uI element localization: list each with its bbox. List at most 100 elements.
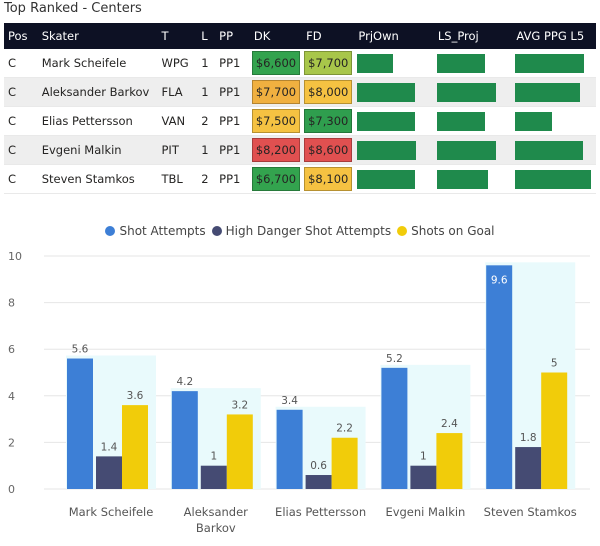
bar: [381, 367, 408, 489]
bar: [226, 414, 253, 489]
table-row[interactable]: C Steven Stamkos TBL 2 PP1 $6,700 $8,100: [4, 164, 596, 194]
ls-proj-bar: [436, 140, 497, 160]
table-row[interactable]: C Mark Scheifele WPG 1 PP1 $6,600 $7,700: [4, 49, 596, 78]
cell-pp: PP1: [215, 106, 250, 136]
cell-dk: $6,700: [249, 164, 303, 194]
dk-salary: $6,700: [251, 167, 301, 191]
cell-team: TBL: [157, 164, 198, 194]
prjown-bar: [357, 82, 415, 102]
data-label: 3.2: [231, 399, 248, 411]
avg-ppg-bar: [515, 169, 591, 189]
ls-proj-bar: [436, 169, 489, 189]
x-tick-label: Aleksander: [184, 505, 248, 519]
data-label: 2.4: [441, 418, 458, 430]
bar: [200, 465, 227, 489]
dk-salary: $7,700: [251, 80, 301, 104]
legend-dot-icon: [105, 226, 116, 236]
data-label: 5: [551, 358, 558, 370]
legend-item[interactable]: Shots on Goal: [397, 224, 495, 238]
cell-ls-proj: [433, 77, 513, 107]
bar: [67, 358, 93, 489]
cell-ls-proj: [433, 164, 513, 194]
header-team[interactable]: T: [157, 23, 198, 49]
avg-ppg-bar: [515, 53, 584, 73]
cell-team: VAN: [157, 106, 198, 136]
prjown-bar: [357, 140, 417, 160]
prjown-bar: [357, 53, 394, 73]
cell-prjown: [354, 106, 434, 136]
cell-pp: PP1: [215, 135, 250, 165]
cell-dk: $8,200: [249, 135, 303, 165]
avg-ppg-bar: [515, 140, 583, 160]
data-label: 1.8: [520, 432, 537, 444]
fd-salary: $8,000: [304, 80, 353, 104]
top-ranked-table: Pos Skater T L PP DK FD PrjOwn LS_Proj A…: [4, 23, 596, 194]
header-prjown[interactable]: PrjOwn: [354, 23, 434, 49]
data-label: 3.4: [281, 395, 298, 407]
header-pp[interactable]: PP: [215, 23, 250, 49]
fd-salary: $8,600: [304, 138, 353, 162]
cell-line: 1: [197, 135, 216, 165]
header-fd[interactable]: FD: [302, 23, 355, 49]
cell-line: 1: [197, 77, 216, 107]
y-tick-label: 10: [8, 250, 22, 263]
page-title: Top Ranked - Centers: [4, 1, 142, 16]
cell-pp: PP1: [215, 49, 250, 78]
data-label: 9.6: [491, 274, 508, 286]
avg-ppg-bar: [515, 111, 552, 131]
data-label: 0.6: [310, 460, 327, 472]
cell-fd: $7,300: [302, 106, 355, 136]
cell-ls-proj: [433, 106, 513, 136]
cell-prjown: [354, 164, 434, 194]
x-tick-label: Elias Pettersson: [275, 505, 366, 519]
fd-salary: $7,700: [304, 51, 353, 75]
header-avg-ppg[interactable]: AVG PPG L5: [512, 23, 596, 49]
cell-pp: PP1: [215, 164, 250, 194]
shots-bar-chart: 0 2 4 6 8 10 5.6 1.4 3.6 Mark Scheifele 4.2 1 3.2 Ale…: [8, 250, 590, 535]
legend-dot-icon: [397, 226, 408, 236]
table-header-row: Pos Skater T L PP DK FD PrjOwn LS_Proj A…: [4, 23, 596, 49]
fd-salary: $7,300: [304, 109, 353, 133]
bar: [436, 433, 463, 489]
cell-dk: $7,500: [249, 106, 303, 136]
cell-skater: Mark Scheifele: [37, 49, 158, 78]
header-skater[interactable]: Skater: [37, 23, 158, 49]
x-tick-label: Evgeni Malkin: [385, 505, 465, 519]
ls-proj-bar: [436, 53, 486, 73]
cell-line: 2: [197, 106, 216, 136]
data-label: 2.2: [336, 423, 353, 435]
legend-label: Shots on Goal: [411, 224, 495, 238]
bar: [96, 456, 122, 489]
cell-fd: $8,000: [302, 77, 355, 107]
x-tick-label: Steven Stamkos: [484, 505, 577, 519]
cell-ls-proj: [433, 49, 513, 78]
data-label: 5.2: [386, 353, 403, 365]
y-tick-label: 6: [8, 343, 15, 356]
header-ls-proj[interactable]: LS_Proj: [433, 23, 513, 49]
header-line[interactable]: L: [197, 23, 216, 49]
x-tick-label-line2: Barkov: [196, 521, 236, 535]
ls-proj-bar: [436, 82, 496, 102]
data-label: 4.2: [176, 376, 193, 388]
table-row[interactable]: C Elias Pettersson VAN 2 PP1 $7,500 $7,300: [4, 106, 596, 136]
header-dk[interactable]: DK: [249, 23, 303, 49]
cell-avg-ppg: [512, 77, 596, 107]
bar: [331, 437, 358, 489]
ls-proj-bar: [436, 111, 486, 131]
bar: [541, 372, 568, 489]
y-tick-label: 4: [8, 390, 15, 403]
cell-line: 1: [197, 49, 216, 78]
table-row[interactable]: C Aleksander Barkov FLA 1 PP1 $7,700 $8,000: [4, 77, 596, 107]
data-label: 1: [210, 451, 217, 463]
dk-salary: $8,200: [251, 138, 301, 162]
cell-fd: $8,600: [302, 135, 355, 165]
header-pos[interactable]: Pos: [4, 23, 38, 49]
cell-skater: Steven Stamkos: [37, 164, 158, 194]
cell-avg-ppg: [512, 135, 596, 165]
chart-legend: Shot Attempts High Danger Shot Attempts Sh…: [0, 224, 600, 238]
table-row[interactable]: C Evgeni Malkin PIT 1 PP1 $8,200 $8,600: [4, 135, 596, 165]
legend-item[interactable]: High Danger Shot Attempts: [211, 224, 391, 238]
cell-dk: $6,600: [249, 49, 303, 78]
cell-pos: C: [4, 164, 38, 194]
legend-item[interactable]: Shot Attempts: [105, 224, 206, 238]
